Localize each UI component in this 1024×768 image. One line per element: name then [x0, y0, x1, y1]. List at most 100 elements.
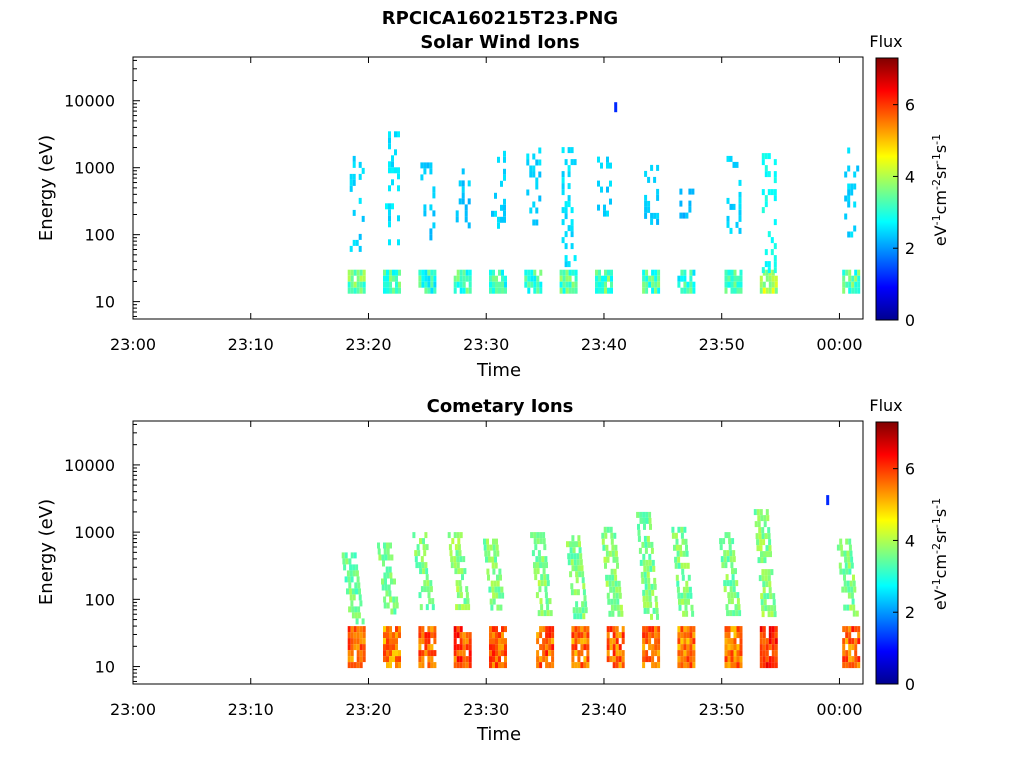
heatmap-cell	[692, 650, 696, 657]
heatmap-cell	[423, 210, 427, 217]
heatmap-cell	[433, 662, 437, 669]
heatmap-cell	[467, 222, 471, 229]
heatmap-cell	[458, 604, 462, 611]
heatmap-cell	[614, 102, 618, 113]
heatmap-cell	[843, 580, 847, 587]
heatmap-cell	[768, 287, 772, 294]
heatmap-cell	[492, 538, 495, 545]
heatmap-cell	[732, 610, 736, 617]
heatmap-cell	[601, 532, 605, 539]
heatmap-cell	[576, 613, 580, 620]
heatmap-cell	[489, 644, 492, 651]
heatmap-cell	[774, 632, 778, 639]
heatmap-cell	[529, 165, 533, 172]
heatmap-cell	[612, 626, 616, 633]
heatmap-cell	[545, 638, 549, 645]
heatmap-cell	[456, 644, 460, 651]
heatmap-cell	[448, 544, 452, 551]
heatmap-cell	[680, 562, 684, 569]
heatmap-cell	[456, 656, 460, 663]
heatmap-cell	[425, 544, 429, 551]
heatmap-cell	[388, 161, 391, 168]
heatmap-cell	[732, 586, 736, 593]
heatmap-cell	[648, 656, 652, 663]
heatmap-cell	[617, 610, 621, 617]
heatmap-cell	[649, 565, 653, 572]
heatmap-cell	[392, 602, 396, 609]
heatmap-cell	[423, 162, 427, 169]
heatmap-cell	[738, 209, 742, 216]
heatmap-cell	[425, 568, 429, 575]
heatmap-cell	[358, 594, 362, 601]
heatmap-cell	[847, 586, 851, 593]
colorbar-cometary	[875, 421, 899, 685]
heatmap-cell	[347, 638, 351, 645]
heatmap-cell	[536, 632, 540, 639]
heatmap-cell	[456, 556, 460, 563]
heatmap-cell	[542, 538, 546, 545]
heatmap-cell	[610, 598, 614, 605]
heatmap-cell	[739, 638, 743, 645]
heatmap-cell	[677, 638, 681, 645]
heatmap-cell	[499, 574, 502, 581]
heatmap-cell	[768, 662, 772, 669]
heatmap-cell	[539, 598, 543, 605]
heatmap-cell	[571, 269, 575, 276]
heatmap-cell	[574, 565, 578, 572]
heatmap-cell	[356, 269, 360, 276]
heatmap-cell	[492, 662, 495, 669]
heatmap-cell	[492, 281, 495, 288]
heatmap-cell	[606, 556, 610, 563]
heatmap-cell	[730, 592, 734, 599]
heatmap-cell	[574, 281, 578, 288]
heatmap-cell	[739, 287, 743, 294]
heatmap-cell	[756, 539, 760, 546]
heatmap-cell	[610, 269, 613, 276]
heatmap-cell	[847, 592, 851, 599]
heatmap-cell	[677, 275, 681, 282]
heatmap-cell	[496, 574, 499, 581]
heatmap-cell	[503, 204, 506, 211]
heatmap-cell	[548, 626, 552, 633]
heatmap-cell	[391, 167, 394, 174]
heatmap-cell	[606, 626, 610, 633]
heatmap-cell	[350, 626, 354, 633]
heatmap-cell	[536, 275, 540, 282]
heatmap-cell	[692, 638, 696, 645]
heatmap-cell	[682, 212, 686, 219]
heatmap-cell	[847, 147, 851, 154]
heatmap-cell	[385, 203, 388, 210]
heatmap-cell	[504, 626, 507, 633]
heatmap-cell	[680, 638, 684, 645]
heatmap-cell	[534, 574, 538, 581]
heatmap-cell	[586, 638, 590, 645]
heatmap-cell	[352, 570, 356, 577]
heatmap-cell	[495, 632, 498, 639]
heatmap-cell	[845, 632, 849, 639]
heatmap-cell	[683, 644, 687, 651]
heatmap-cell	[645, 638, 649, 645]
heatmap-cell	[532, 219, 536, 226]
heatmap-cell	[843, 550, 847, 557]
heatmap-cell	[418, 662, 422, 669]
heatmap-cell	[648, 626, 652, 633]
heatmap-cell	[677, 644, 681, 651]
heatmap-cell	[686, 662, 690, 669]
heatmap-cell	[610, 532, 614, 539]
heatmap-cell	[398, 656, 401, 663]
heatmap-cell	[758, 575, 762, 582]
heatmap-cell	[357, 612, 361, 619]
heatmap-cell	[391, 155, 394, 162]
heatmap-cell	[350, 600, 354, 607]
heatmap-cell	[771, 638, 775, 645]
heatmap-cell	[733, 626, 737, 633]
heatmap-cell	[651, 650, 655, 657]
heatmap-cell	[761, 207, 765, 214]
heatmap-cell	[459, 644, 463, 651]
heatmap-cell	[535, 592, 539, 599]
heatmap-cell	[462, 650, 466, 657]
heatmap-cell	[540, 574, 544, 581]
heatmap-cell	[352, 588, 355, 595]
heatmap-cell	[614, 574, 618, 581]
heatmap-cell	[545, 644, 549, 651]
